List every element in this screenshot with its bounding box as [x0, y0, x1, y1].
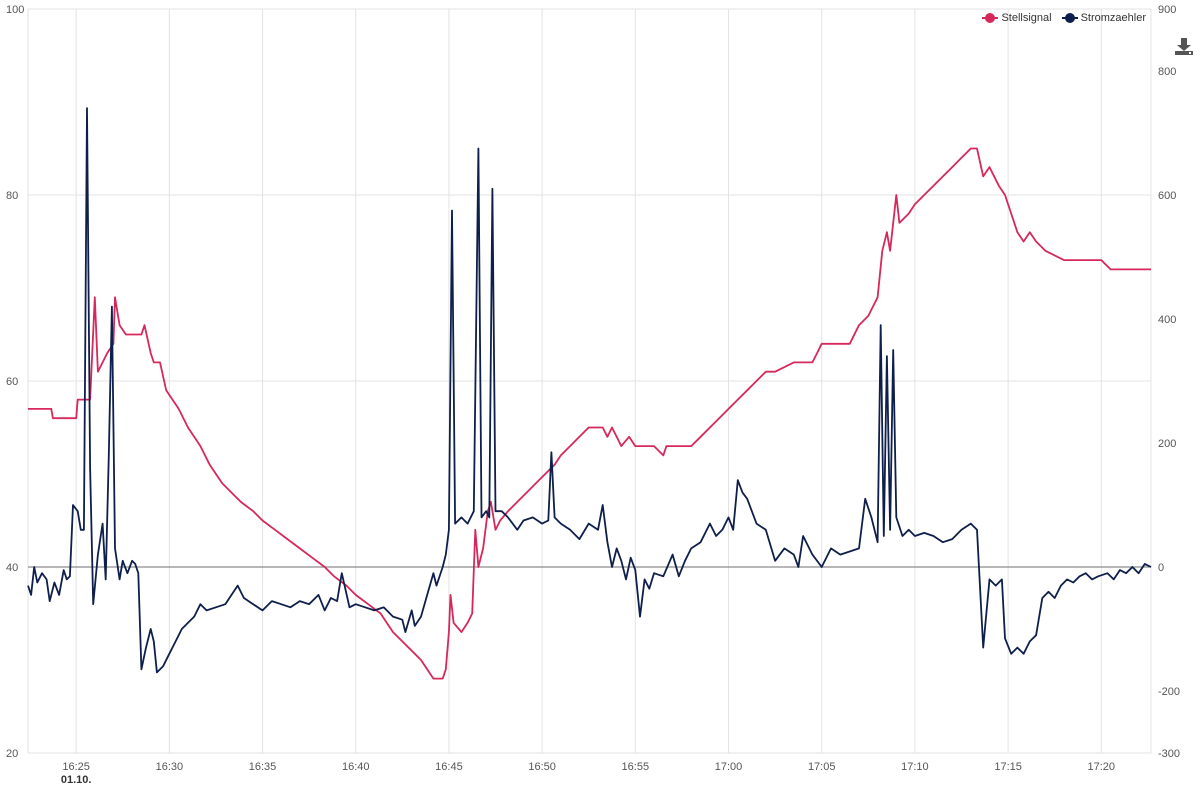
y-right-tick-label: 0	[1158, 562, 1164, 574]
series-line-stellsignal	[28, 147, 1151, 680]
legend-dot-stromzaehler	[1064, 13, 1075, 23]
x-tick-label: 17:05	[808, 761, 836, 773]
legend-item-stellsignal[interactable]: Stellsignal	[982, 12, 1052, 24]
x-tick-label: 16:55	[622, 761, 650, 773]
chart-legend: Stellsignal Stromzaehler	[982, 12, 1146, 24]
y-right-tick-label: 200	[1158, 438, 1176, 450]
legend-swatch-stromzaehler	[1061, 13, 1078, 23]
y-right-tick-label: -300	[1158, 748, 1180, 760]
y-left-tick-label: 20	[6, 748, 18, 760]
x-tick-label: 16:45	[435, 761, 463, 773]
legend-label-stellsignal: Stellsignal	[1001, 12, 1052, 24]
download-glyph	[1175, 38, 1193, 55]
y-right-tick-label: 600	[1158, 190, 1176, 202]
series-line-stromzaehler	[27, 107, 1152, 674]
legend-swatch-stellsignal	[982, 13, 999, 23]
x-tick-label: 17:20	[1088, 761, 1116, 773]
legend-item-stromzaehler[interactable]: Stromzaehler	[1061, 12, 1146, 24]
y-left-tick-label: 80	[6, 190, 18, 202]
x-tick-label: 16:35	[249, 761, 277, 773]
y-right-tick-label: 900	[1158, 4, 1176, 16]
x-tick-label: 17:10	[901, 761, 929, 773]
x-date-label: 01.10.	[61, 774, 92, 786]
y-right-tick-label: -200	[1158, 686, 1180, 698]
x-tick-label: 16:40	[342, 761, 370, 773]
x-tick-label: 16:30	[156, 761, 184, 773]
x-tick-label: 16:50	[528, 761, 556, 773]
download-icon[interactable]	[1174, 36, 1194, 56]
legend-label-stromzaehler: Stromzaehler	[1080, 12, 1146, 24]
y-right-tick-label: 400	[1158, 314, 1176, 326]
legend-dot-stellsignal	[985, 13, 996, 23]
y-right-tick-label: 800	[1158, 66, 1176, 78]
x-tick-label: 17:00	[715, 761, 743, 773]
y-left-tick-label: 100	[6, 4, 24, 16]
y-left-tick-label: 60	[6, 376, 18, 388]
y-left-tick-label: 40	[6, 562, 18, 574]
x-tick-label: 17:15	[994, 761, 1022, 773]
x-tick-label: 16:25	[62, 761, 90, 773]
